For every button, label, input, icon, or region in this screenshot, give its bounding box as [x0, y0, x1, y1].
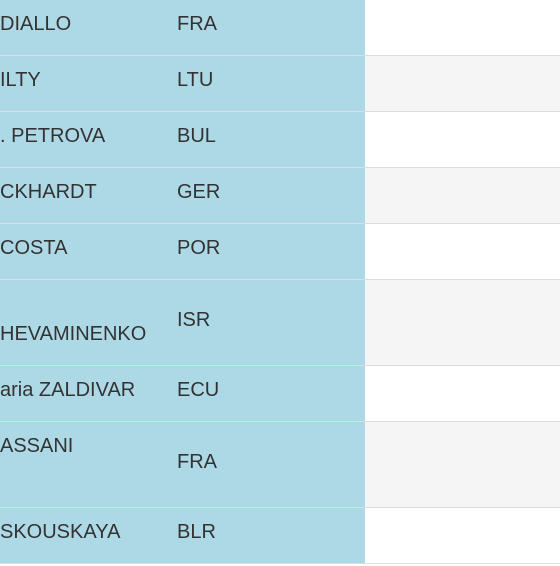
highlight-cell — [0, 224, 365, 279]
athlete-name: SKOUSKAYA — [0, 521, 121, 543]
country-code: POR — [177, 237, 221, 259]
table-row: DIALLO FRA — [0, 0, 560, 56]
country-code: LTU — [177, 69, 214, 91]
highlight-cell — [0, 422, 365, 507]
country-code: BUL — [177, 125, 216, 147]
table-row: HEVAMINENKO ISR — [0, 280, 560, 366]
highlight-cell — [0, 168, 365, 223]
country-code: GER — [177, 181, 221, 203]
country-code: BLR — [177, 521, 216, 543]
table-row: CKHARDT GER — [0, 168, 560, 224]
highlight-cell — [0, 280, 365, 365]
athlete-name: COSTA — [0, 237, 68, 259]
highlight-cell — [0, 112, 365, 167]
country-code: ECU — [177, 379, 220, 401]
athlete-name: aria ZALDIVAR — [0, 379, 136, 401]
country-code: ISR — [177, 309, 211, 331]
highlight-cell — [0, 0, 365, 55]
athlete-name: DIALLO — [0, 13, 72, 35]
athlete-name: HEVAMINENKO — [0, 323, 147, 345]
table-row: SKOUSKAYA BLR — [0, 508, 560, 564]
athlete-name: CKHARDT — [0, 181, 97, 203]
highlight-cell — [0, 366, 365, 421]
table-row: ASSANI FRA — [0, 422, 560, 508]
table-row: COSTA POR — [0, 224, 560, 280]
highlight-cell — [0, 56, 365, 111]
country-code: FRA — [177, 451, 217, 473]
table-row: ILTY LTU — [0, 56, 560, 112]
athlete-name: ILTY — [0, 69, 41, 91]
country-code: FRA — [177, 13, 217, 35]
athlete-name: ASSANI — [0, 435, 74, 457]
table-row: aria ZALDIVAR ECU — [0, 366, 560, 422]
highlight-cell — [0, 508, 365, 563]
table-row: . PETROVA BUL — [0, 112, 560, 168]
athlete-name: . PETROVA — [0, 125, 106, 147]
